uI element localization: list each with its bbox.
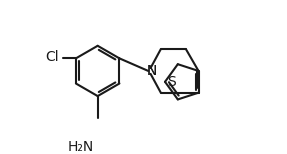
- Text: S: S: [167, 75, 176, 89]
- Text: N: N: [147, 64, 157, 78]
- Text: H₂N: H₂N: [68, 140, 94, 154]
- Text: N: N: [147, 64, 157, 78]
- Text: Cl: Cl: [46, 50, 59, 64]
